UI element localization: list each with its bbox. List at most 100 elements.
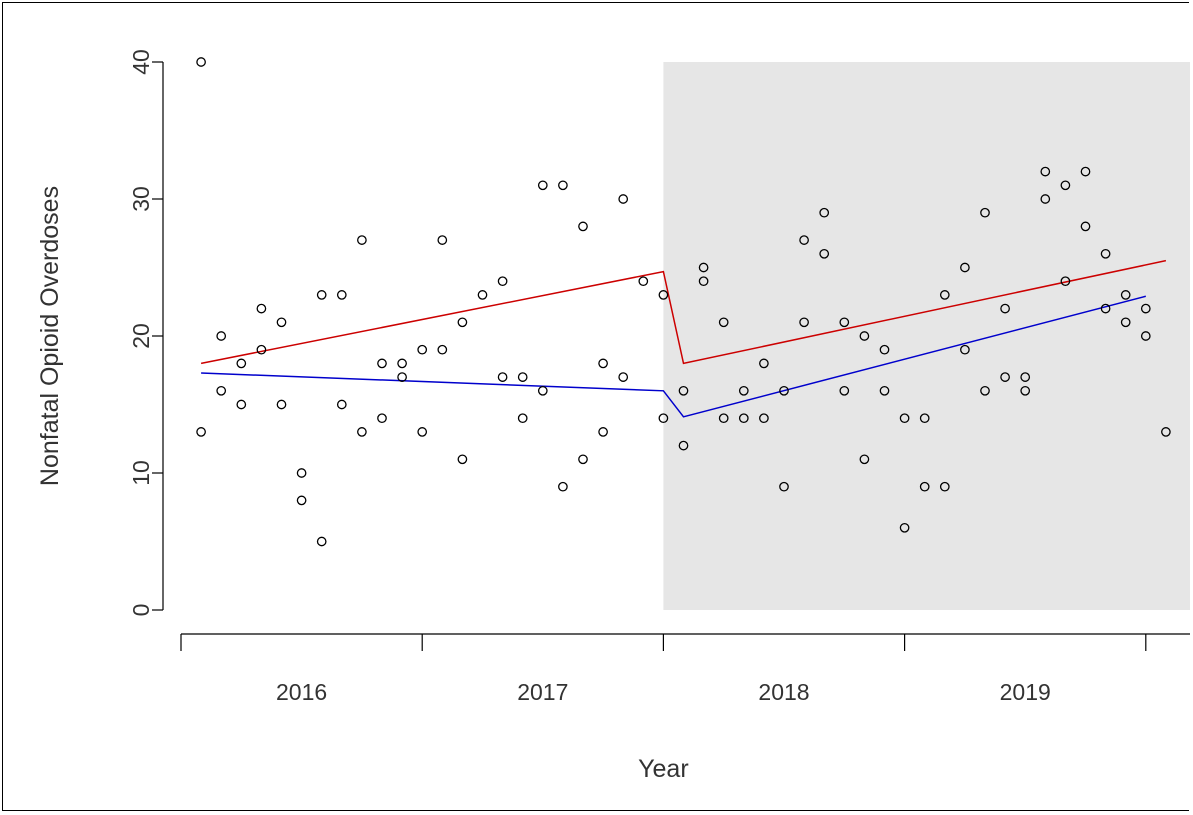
data-point bbox=[1000, 303, 1010, 314]
shaded-rect bbox=[663, 62, 1190, 610]
data-point bbox=[558, 481, 568, 492]
data-point bbox=[939, 481, 950, 492]
data-point bbox=[678, 440, 689, 451]
data-point bbox=[397, 372, 407, 382]
trend-line-1 bbox=[200, 259, 1167, 365]
data-point bbox=[1140, 331, 1151, 341]
data-point bbox=[1060, 180, 1071, 191]
data-point bbox=[738, 413, 749, 424]
data-point bbox=[859, 331, 870, 341]
data-point bbox=[1080, 166, 1091, 177]
data-point bbox=[1040, 194, 1051, 204]
data-point bbox=[879, 385, 890, 396]
data-point bbox=[1100, 303, 1111, 314]
data-point bbox=[236, 358, 247, 369]
data-point bbox=[879, 344, 890, 355]
data-point bbox=[477, 290, 488, 300]
x-tick-label: 2019 bbox=[1000, 679, 1051, 705]
data-point bbox=[578, 454, 588, 465]
chart-svg: 0 10 20 30 40 2016 2017 2018 2019 Year Nonfatal … bbox=[36, 49, 1190, 783]
data-point bbox=[759, 413, 769, 424]
data-point bbox=[960, 344, 970, 355]
data-point bbox=[196, 427, 206, 437]
data-point bbox=[618, 372, 629, 382]
data-point bbox=[457, 454, 468, 465]
data-point bbox=[417, 427, 428, 437]
data-point bbox=[718, 413, 729, 424]
data-point bbox=[256, 303, 267, 314]
data-point bbox=[236, 399, 247, 410]
data-point bbox=[899, 413, 910, 424]
data-point bbox=[1080, 221, 1091, 232]
data-point bbox=[1120, 290, 1131, 300]
data-point bbox=[296, 468, 307, 478]
data-point bbox=[738, 385, 749, 396]
data-point bbox=[517, 413, 528, 424]
data-point bbox=[336, 399, 347, 410]
x-axis-title: Year bbox=[638, 755, 689, 783]
data-point bbox=[276, 317, 287, 328]
y-tick-label: 40 bbox=[128, 49, 154, 75]
data-point bbox=[799, 317, 809, 328]
trend-line-2 bbox=[201, 295, 1146, 418]
data-point bbox=[437, 235, 448, 245]
data-point bbox=[919, 413, 930, 424]
data-point bbox=[316, 536, 327, 547]
data-point bbox=[839, 317, 850, 328]
data-point bbox=[779, 481, 789, 492]
data-point bbox=[316, 290, 327, 300]
data-point bbox=[537, 385, 548, 396]
data-point bbox=[216, 385, 227, 396]
data-point bbox=[1020, 372, 1031, 382]
data-point bbox=[1161, 427, 1171, 437]
data-point bbox=[698, 262, 709, 273]
data-point bbox=[1060, 276, 1071, 287]
data-point bbox=[859, 454, 870, 465]
data-point bbox=[718, 317, 729, 328]
data-point bbox=[457, 317, 468, 328]
data-point bbox=[1140, 303, 1151, 314]
data-point bbox=[1120, 317, 1131, 328]
data-point bbox=[618, 194, 629, 204]
tick-labels: 0 10 20 30 40 2016 2017 2018 2019 bbox=[128, 49, 1051, 705]
data-point bbox=[919, 481, 930, 492]
data-point bbox=[216, 331, 227, 341]
data-point bbox=[336, 290, 347, 300]
data-point bbox=[899, 522, 910, 533]
data-point bbox=[537, 180, 548, 191]
x-tick-label: 2016 bbox=[276, 679, 327, 705]
data-point bbox=[256, 344, 267, 355]
shaded-region bbox=[663, 62, 1190, 610]
data-point bbox=[558, 180, 568, 191]
data-point bbox=[819, 248, 830, 259]
data-point bbox=[377, 413, 387, 424]
y-tick-label: 20 bbox=[128, 323, 154, 349]
data-point bbox=[819, 207, 830, 218]
data-point bbox=[658, 413, 669, 424]
data-point bbox=[658, 290, 669, 300]
y-axis-title: Nonfatal Opioid Overdoses bbox=[36, 186, 64, 486]
trend-lines bbox=[200, 259, 1167, 418]
x-tick-label: 2017 bbox=[517, 679, 568, 705]
axes bbox=[152, 61, 1190, 651]
data-point bbox=[598, 427, 608, 437]
data-point bbox=[759, 358, 769, 369]
data-point bbox=[960, 262, 970, 273]
data-point bbox=[1000, 372, 1010, 382]
data-point bbox=[980, 207, 990, 218]
y-tick-label: 0 bbox=[128, 604, 154, 617]
data-point bbox=[980, 385, 990, 396]
data-point bbox=[1020, 385, 1031, 396]
data-point bbox=[276, 399, 287, 410]
data-point bbox=[578, 221, 588, 232]
data-point bbox=[839, 385, 850, 396]
data-point bbox=[196, 57, 206, 67]
x-tick-label: 2018 bbox=[758, 679, 809, 705]
data-point bbox=[497, 372, 508, 382]
data-point bbox=[598, 358, 608, 369]
y-tick-label: 30 bbox=[128, 186, 154, 212]
y-tick-label: 10 bbox=[128, 460, 154, 486]
data-point bbox=[357, 427, 367, 437]
data-point bbox=[799, 235, 809, 245]
